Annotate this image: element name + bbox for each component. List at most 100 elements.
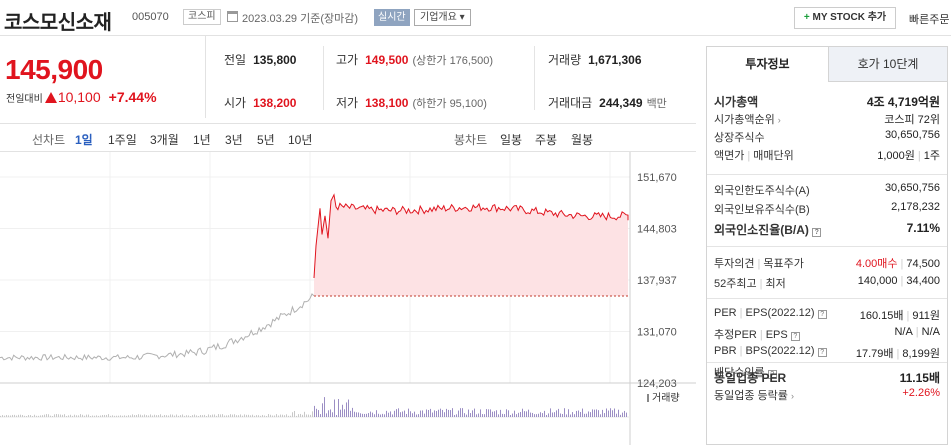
- volume-bar: [308, 414, 309, 417]
- volume-bar: [360, 413, 361, 417]
- low-label: 저가: [336, 96, 359, 110]
- volume-bar: [154, 414, 155, 417]
- row-foreign-limit: 외국인한도주식수(A) 30,650,756: [714, 182, 940, 199]
- volume-bar: [438, 409, 439, 417]
- volume-bar: [188, 415, 189, 417]
- volume-bar: [192, 415, 193, 417]
- volume-bar: [256, 415, 257, 417]
- chevron-right-icon: ›: [790, 391, 794, 401]
- volume-bar: [270, 414, 271, 417]
- volume-bar: [478, 413, 479, 417]
- price-chart[interactable]: 151,670 144,803 137,937 131,070 124,203 거래량: [0, 152, 696, 445]
- volume-bar: [12, 414, 13, 417]
- opinion-value: 4.00매수 | 74,500: [855, 258, 940, 270]
- volume-bar: [160, 414, 161, 417]
- volume-bar: [454, 414, 455, 417]
- candle-weekly[interactable]: 주봉: [535, 133, 558, 147]
- volume-bar: [404, 410, 405, 417]
- volume-bar: [402, 411, 403, 417]
- sector-change-value: +2.26%: [902, 387, 940, 399]
- volume-bar: [456, 414, 457, 417]
- volume-bar: [534, 414, 535, 417]
- volume-bar: [460, 408, 461, 417]
- volume-bar: [504, 414, 505, 417]
- volume-bar: [510, 414, 511, 417]
- volume-bar: [244, 414, 245, 417]
- volume-bar: [474, 408, 475, 417]
- volume-bar: [90, 415, 91, 417]
- volume-bar: [370, 411, 371, 417]
- volume-bar: [414, 411, 415, 417]
- volume-bar: [442, 409, 443, 417]
- row-dividend: 배당수익률 ?: [714, 364, 940, 381]
- period-1y[interactable]: 1년: [193, 133, 211, 147]
- volume-bar: [100, 415, 101, 417]
- volume-bar: [614, 408, 615, 417]
- info-icon[interactable]: ?: [817, 348, 827, 357]
- volume-bar: [212, 414, 213, 417]
- volume-bar: [334, 399, 335, 417]
- volume-bar: [588, 411, 589, 417]
- info-icon[interactable]: ?: [790, 332, 800, 341]
- volume-bar: [242, 415, 243, 417]
- period-1w[interactable]: 1주일: [108, 133, 137, 147]
- per-value: 160.15배 | 911원: [859, 310, 940, 322]
- volume-bar: [284, 415, 285, 417]
- volume-bar: [180, 415, 181, 417]
- info-icon[interactable]: ?: [817, 310, 827, 319]
- volume-bar: [28, 415, 29, 417]
- volume-bar: [578, 410, 579, 417]
- volume-bar: [238, 415, 239, 417]
- chevron-right-icon: ›: [777, 115, 781, 125]
- candle-monthly[interactable]: 월봉: [571, 133, 594, 147]
- volume-bar: [366, 413, 367, 417]
- period-5y[interactable]: 5년: [257, 133, 275, 147]
- plus-icon: +: [803, 12, 810, 23]
- volume-bar: [144, 414, 145, 417]
- info-icon[interactable]: ?: [767, 370, 777, 379]
- realtime-button[interactable]: 실시간: [374, 9, 410, 26]
- volume-bar: [300, 413, 301, 417]
- volume-bar: [530, 412, 531, 417]
- volume-bar: [222, 414, 223, 417]
- volume-bar: [518, 412, 519, 417]
- volume-bar: [286, 414, 287, 417]
- period-3y[interactable]: 3년: [225, 133, 243, 147]
- volume-bar: [512, 413, 513, 417]
- period-1d[interactable]: 1일: [75, 133, 93, 147]
- trade-value: 244,349: [599, 96, 643, 110]
- volume-bar: [178, 415, 179, 417]
- price-tick-label: 151,670: [637, 172, 677, 184]
- volume-bar: [2, 415, 3, 417]
- volume-bar: [394, 410, 395, 417]
- quick-order-link[interactable]: 빠른주문: [909, 14, 950, 26]
- volume-bar: [302, 414, 303, 417]
- candle-daily[interactable]: 일봉: [500, 133, 523, 147]
- period-10y[interactable]: 10년: [288, 133, 313, 147]
- volume-bar: [136, 414, 137, 417]
- volume-bar: [296, 415, 297, 417]
- volume-bar: [346, 402, 347, 417]
- volume-bar: [130, 415, 131, 417]
- volume-bar: [246, 414, 247, 417]
- previous-price-line: [0, 293, 315, 362]
- period-3m[interactable]: 3개월: [150, 133, 179, 147]
- upper-limit: (상한가 176,500): [412, 55, 493, 67]
- mystock-add-button[interactable]: + MY STOCK 추가: [794, 7, 896, 29]
- volume-bar: [502, 413, 503, 417]
- tab-orderbook-10[interactable]: 호가 10단계: [828, 47, 947, 82]
- row-pbr: PBR | BPS(2022.12) ? 17.79배 | 8,199원: [714, 345, 940, 362]
- stat-low: 저가 138,100 (하한가 95,100): [336, 94, 487, 111]
- volume-bar: [128, 415, 129, 417]
- volume-bar: [174, 415, 175, 417]
- date-text: 2023.03.29 기준(장마감): [242, 13, 359, 25]
- volume-bar: [452, 408, 453, 417]
- volume-bar: [52, 415, 53, 417]
- volume-bar: [104, 414, 105, 417]
- volume-bar: [18, 414, 19, 417]
- foreign-limit-value: 30,650,756: [884, 182, 940, 194]
- tab-invest-info[interactable]: 투자정보: [707, 47, 828, 82]
- info-icon[interactable]: ?: [812, 228, 822, 237]
- volume-bar: [152, 415, 153, 417]
- company-overview-select[interactable]: 기업개요 ▾: [414, 9, 471, 26]
